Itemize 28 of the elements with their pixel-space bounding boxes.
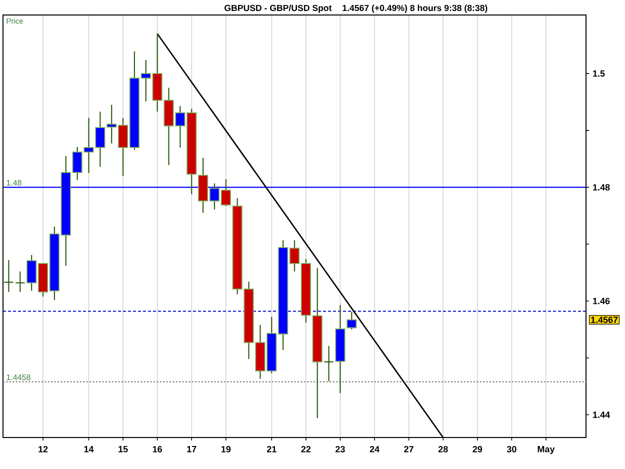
x-tick-label: 22 [301, 446, 311, 452]
candlestick [15, 270, 26, 292]
y-tick-label: 1.5 [593, 70, 605, 77]
y-tick-label: 1.46 [593, 298, 610, 304]
x-tick-label: 23 [336, 446, 345, 452]
chart-title: GBPUSD - GBP/USD Spot [224, 4, 332, 13]
ref-line-label: 1.48 [6, 180, 22, 186]
candlestick [346, 311, 357, 330]
x-tick-label: May [538, 446, 555, 454]
x-tick-label: 24 [370, 446, 380, 452]
y-tick-label: 1.48 [593, 184, 610, 190]
x-tick-label: 21 [266, 446, 276, 452]
text: 1.4567 [591, 316, 618, 323]
x-tick-label: 12 [38, 446, 48, 452]
x-tick-label: 19 [221, 446, 231, 452]
x-tick-label: 17 [187, 446, 196, 452]
x-tick-label: 28 [438, 446, 448, 452]
x-tick-label: 29 [472, 446, 482, 452]
chart-subtitle: 1.4567 (+0.49%) 8 hours 9:38 (8:38) [342, 4, 488, 13]
x-tick-label: 30 [506, 446, 516, 452]
x-tick-label: 15 [118, 446, 128, 452]
candlestick [324, 345, 334, 382]
x-tick-label: 16 [152, 446, 162, 452]
x-tick-label: 27 [404, 446, 414, 452]
x-tick-label: 14 [84, 446, 94, 452]
ref-line-label: 1.4458 [6, 374, 30, 380]
y-tick-label: 1.44 [593, 412, 610, 418]
candlestick [4, 260, 14, 292]
